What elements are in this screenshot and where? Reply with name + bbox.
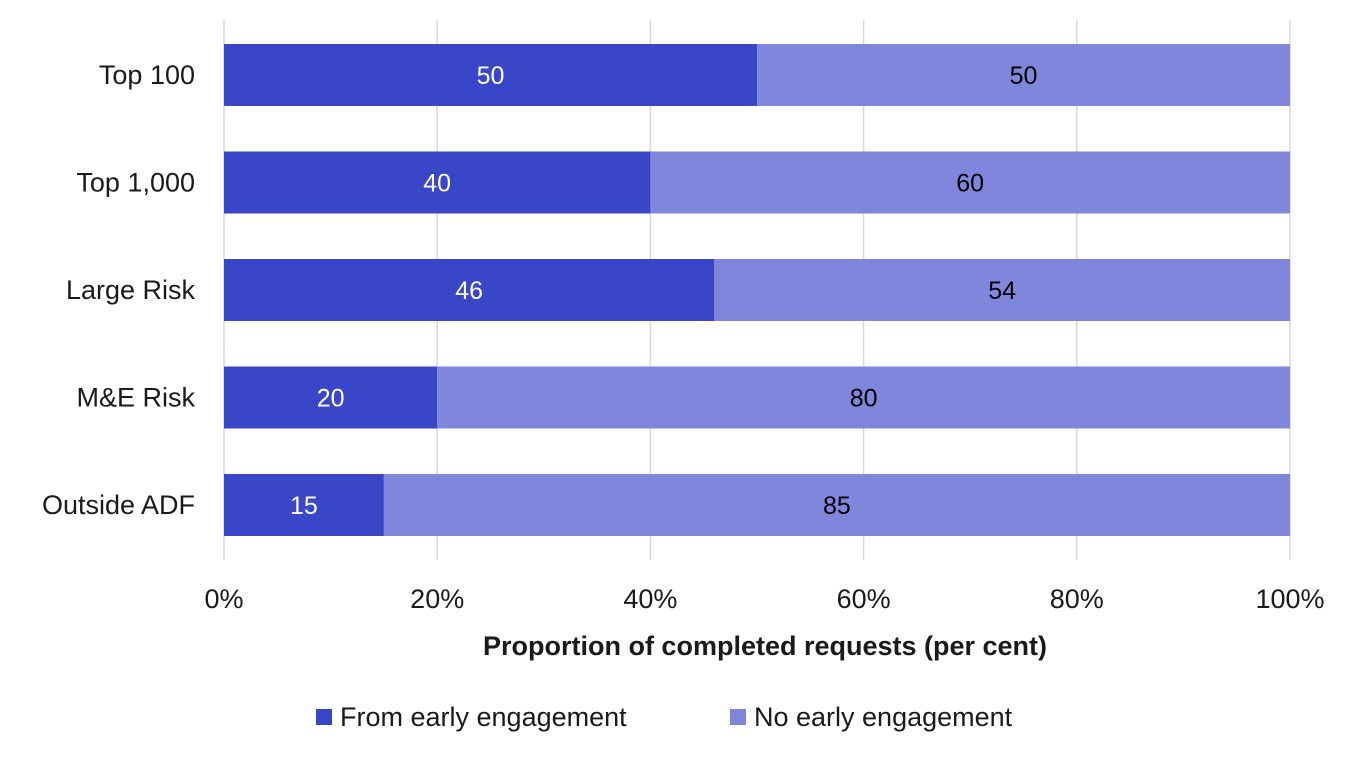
category-label: Large Risk xyxy=(66,275,196,305)
legend: From early engagement No early engagement xyxy=(316,702,1013,732)
x-axis-title: Proportion of completed requests (per ce… xyxy=(483,631,1047,661)
bar-segment xyxy=(650,151,1290,214)
bar-value-label: 50 xyxy=(477,62,505,90)
category-label: M&E Risk xyxy=(76,383,195,413)
category-labels: Top 100 Top 1,000 Large Risk M&E Risk Outsid… xyxy=(42,60,196,520)
category-label: Top 1,000 xyxy=(76,168,195,198)
bar-value-label: 80 xyxy=(850,385,878,413)
bar-value-label: 40 xyxy=(423,170,451,198)
bar-segment xyxy=(714,259,1290,321)
bar-value-label: 54 xyxy=(988,277,1016,305)
x-tick-label: 20% xyxy=(410,584,464,614)
bar-value-label: 50 xyxy=(1010,62,1038,90)
bar-value-label: 20 xyxy=(317,385,345,413)
bar-value-label: 46 xyxy=(455,277,483,305)
category-label: Top 100 xyxy=(99,60,195,90)
bar-value-label: 15 xyxy=(290,492,318,520)
bar-segment xyxy=(224,474,384,536)
x-tick-label: 100% xyxy=(1255,584,1324,614)
legend-swatch xyxy=(316,709,332,725)
category-label: Outside ADF xyxy=(42,490,195,520)
bar-segment xyxy=(757,44,1290,106)
x-tick-label: 60% xyxy=(837,584,891,614)
x-tick-label: 80% xyxy=(1050,584,1104,614)
bars: 50 50 40 60 46 54 20 80 15 85 xyxy=(224,44,1290,536)
bar-segment xyxy=(437,366,1290,429)
bar-segment xyxy=(224,366,438,429)
bar-value-label: 60 xyxy=(956,170,984,198)
bar-segment xyxy=(224,259,715,321)
x-tick-label: 0% xyxy=(204,584,243,614)
x-tick-labels: 0% 20% 40% 60% 80% 100% xyxy=(204,584,1324,614)
bar-segment xyxy=(224,44,757,106)
legend-label: From early engagement xyxy=(340,702,627,732)
x-tick-label: 40% xyxy=(623,584,677,614)
legend-swatch xyxy=(730,709,746,725)
bar-value-label: 85 xyxy=(823,492,851,520)
legend-label: No early engagement xyxy=(754,702,1013,732)
bar-segment xyxy=(383,474,1290,536)
bar-segment xyxy=(224,151,651,214)
